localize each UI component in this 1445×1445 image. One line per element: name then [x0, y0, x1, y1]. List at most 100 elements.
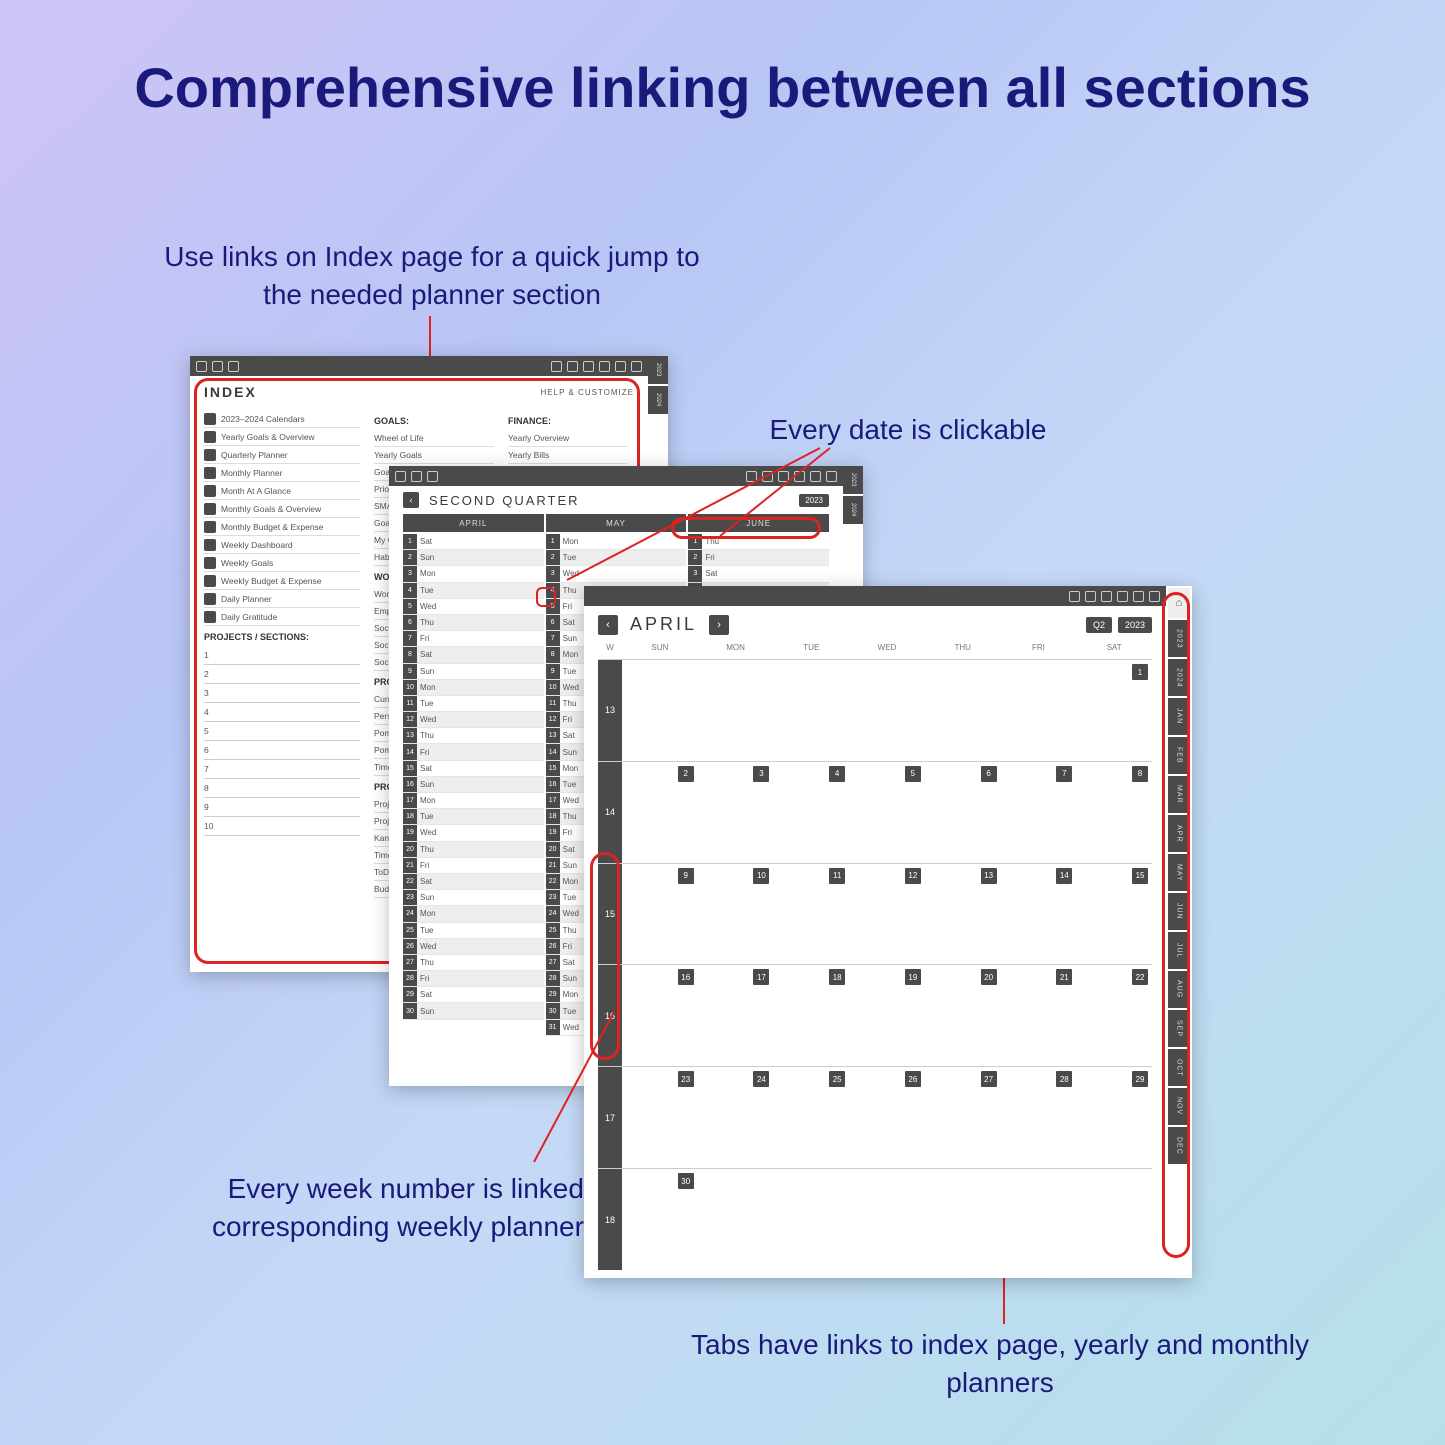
quarter-day[interactable]: 11Tue: [403, 696, 544, 712]
side-tab[interactable]: MAY: [1168, 854, 1190, 891]
month-day-cell[interactable]: 1: [1076, 660, 1152, 761]
month-day-cell[interactable]: 11: [773, 864, 849, 965]
index-item[interactable]: Weekly Budget & Expense: [204, 572, 360, 590]
quarter-day[interactable]: 8Sat: [403, 647, 544, 663]
quarter-day[interactable]: 16Sun: [403, 777, 544, 793]
quarter-day[interactable]: 24Mon: [403, 906, 544, 922]
index-link[interactable]: Yearly Goals: [374, 447, 494, 464]
month-day-cell[interactable]: 17: [698, 965, 774, 1066]
index-item[interactable]: Quarterly Planner: [204, 446, 360, 464]
month-day-cell[interactable]: 18: [773, 965, 849, 1066]
week-number[interactable]: 16: [598, 965, 622, 1066]
quarter-day[interactable]: 2Sun: [403, 550, 544, 566]
index-project-slot[interactable]: 3: [204, 684, 360, 703]
week-number[interactable]: 13: [598, 660, 622, 761]
quarter-day[interactable]: 3Sat: [688, 566, 829, 582]
month-day-cell[interactable]: 14: [1001, 864, 1077, 965]
quarter-day[interactable]: 7Fri: [403, 631, 544, 647]
quarter-day[interactable]: 1Sat: [403, 534, 544, 550]
home-icon[interactable]: ⌂: [1168, 588, 1190, 618]
quarter-day[interactable]: 28Fri: [403, 971, 544, 987]
month-day-cell[interactable]: 24: [698, 1067, 774, 1168]
month-day-cell[interactable]: 29: [1076, 1067, 1152, 1168]
quarter-day[interactable]: 3Wed: [546, 566, 687, 582]
quarter-day[interactable]: 9Sun: [403, 664, 544, 680]
quarter-month-header[interactable]: APRIL: [403, 514, 544, 532]
month-day-cell[interactable]: 20: [925, 965, 1001, 1066]
index-item[interactable]: Yearly Goals & Overview: [204, 428, 360, 446]
month-next[interactable]: ›: [709, 615, 729, 635]
quarter-day[interactable]: 26Wed: [403, 939, 544, 955]
quarter-year[interactable]: 2023: [799, 494, 829, 507]
month-day-cell[interactable]: 16: [622, 965, 698, 1066]
quarter-day[interactable]: 2Fri: [688, 550, 829, 566]
index-project-slot[interactable]: 10: [204, 817, 360, 836]
index-link[interactable]: Yearly Bills: [508, 447, 628, 464]
quarter-month-header[interactable]: JUNE: [688, 514, 829, 532]
quarter-prev[interactable]: ‹: [403, 492, 419, 508]
month-day-cell[interactable]: 4: [773, 762, 849, 863]
index-project-slot[interactable]: 7: [204, 760, 360, 779]
month-day-cell[interactable]: 27: [925, 1067, 1001, 1168]
index-project-slot[interactable]: 1: [204, 646, 360, 665]
side-tab[interactable]: JUN: [1168, 893, 1190, 930]
month-day-cell[interactable]: 13: [925, 864, 1001, 965]
month-day-cell[interactable]: 30: [622, 1169, 698, 1270]
quarter-day[interactable]: 6Thu: [403, 615, 544, 631]
quarter-day[interactable]: 30Sun: [403, 1003, 544, 1019]
month-q-badge[interactable]: Q2: [1086, 617, 1112, 633]
quarter-day[interactable]: 25Tue: [403, 923, 544, 939]
quarter-day[interactable]: 23Sun: [403, 890, 544, 906]
index-project-slot[interactable]: 6: [204, 741, 360, 760]
quarter-day[interactable]: 14Fri: [403, 744, 544, 760]
month-day-cell[interactable]: 21: [1001, 965, 1077, 1066]
index-item[interactable]: 2023–2024 Calendars: [204, 410, 360, 428]
side-tab[interactable]: 2024: [648, 386, 668, 414]
quarter-day[interactable]: 27Thu: [403, 955, 544, 971]
month-day-cell[interactable]: 2: [622, 762, 698, 863]
quarter-day[interactable]: 10Mon: [403, 680, 544, 696]
index-link[interactable]: Wheel of Life: [374, 430, 494, 447]
month-day-cell[interactable]: 6: [925, 762, 1001, 863]
index-item[interactable]: Weekly Goals: [204, 554, 360, 572]
month-day-cell[interactable]: 7: [1001, 762, 1077, 863]
index-project-slot[interactable]: 9: [204, 798, 360, 817]
side-tab[interactable]: DEC: [1168, 1127, 1190, 1164]
month-day-cell[interactable]: 23: [622, 1067, 698, 1168]
month-day-cell[interactable]: 12: [849, 864, 925, 965]
quarter-day[interactable]: 2Tue: [546, 550, 687, 566]
month-day-cell[interactable]: 3: [698, 762, 774, 863]
index-item[interactable]: Monthly Budget & Expense: [204, 518, 360, 536]
month-day-cell[interactable]: 9: [622, 864, 698, 965]
side-tab[interactable]: SEP: [1168, 1010, 1190, 1047]
month-day-cell[interactable]: 26: [849, 1067, 925, 1168]
quarter-day[interactable]: 12Wed: [403, 712, 544, 728]
quarter-day[interactable]: 20Thu: [403, 842, 544, 858]
quarter-day[interactable]: 3Mon: [403, 566, 544, 582]
side-tab[interactable]: 2023: [1168, 620, 1190, 657]
side-tab[interactable]: 2023: [648, 356, 668, 384]
index-project-slot[interactable]: 8: [204, 779, 360, 798]
month-year-badge[interactable]: 2023: [1118, 617, 1152, 633]
side-tab[interactable]: 2023: [843, 466, 863, 494]
index-item[interactable]: Month At A Glance: [204, 482, 360, 500]
week-number[interactable]: 14: [598, 762, 622, 863]
week-number[interactable]: 15: [598, 864, 622, 965]
quarter-day[interactable]: 29Sat: [403, 987, 544, 1003]
quarter-day[interactable]: 18Tue: [403, 809, 544, 825]
side-tab[interactable]: 2024: [843, 496, 863, 524]
month-prev[interactable]: ‹: [598, 615, 618, 635]
month-day-cell[interactable]: 22: [1076, 965, 1152, 1066]
index-item[interactable]: Daily Gratitude: [204, 608, 360, 626]
quarter-day[interactable]: 22Sat: [403, 874, 544, 890]
month-day-cell[interactable]: 19: [849, 965, 925, 1066]
side-tab[interactable]: JAN: [1168, 698, 1190, 735]
side-tab[interactable]: APR: [1168, 815, 1190, 852]
month-day-cell[interactable]: 25: [773, 1067, 849, 1168]
week-number[interactable]: 18: [598, 1169, 622, 1270]
index-project-slot[interactable]: 4: [204, 703, 360, 722]
index-item[interactable]: Monthly Planner: [204, 464, 360, 482]
quarter-day[interactable]: 4Tue: [403, 583, 544, 599]
quarter-day[interactable]: 17Mon: [403, 793, 544, 809]
index-help[interactable]: HELP & CUSTOMIZE: [541, 388, 635, 397]
